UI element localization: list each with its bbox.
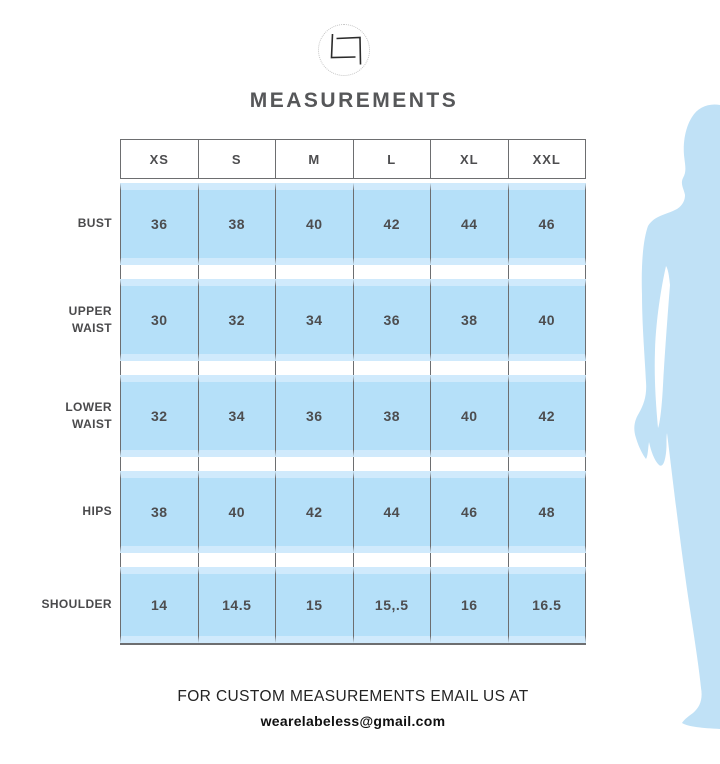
cell-bust-l: 42	[352, 183, 430, 265]
cell-upper-waist-m: 34	[275, 279, 353, 361]
cell-shoulder-xl: 16	[430, 567, 508, 643]
cell-hips-l: 44	[352, 471, 430, 553]
cell-shoulder-xxl: 16.5	[507, 567, 586, 643]
cell-lower-waist-xl: 40	[430, 375, 508, 457]
cell-hips-xs: 38	[120, 471, 198, 553]
cell-shoulder-s: 14.5	[197, 567, 275, 643]
cell-bust-xxl: 46	[507, 183, 586, 265]
cell-lower-waist-l: 38	[352, 375, 430, 457]
column-header-xxl: XXL	[508, 139, 586, 179]
cell-upper-waist-s: 32	[197, 279, 275, 361]
cell-upper-waist-xxl: 40	[507, 279, 586, 361]
page-title: MEASUREMENTS	[249, 89, 459, 112]
row-label-lower-waist: LOWER WAIST	[65, 399, 112, 431]
table-row-shoulder: 14 14.5 15 15,.5 16 16.5	[120, 567, 586, 643]
column-header-xl: XL	[431, 139, 509, 179]
cell-lower-waist-xs: 32	[120, 375, 198, 457]
cell-upper-waist-l: 36	[352, 279, 430, 361]
cell-hips-xxl: 48	[507, 471, 586, 553]
cell-upper-waist-xs: 30	[120, 279, 198, 361]
row-spacer	[120, 553, 586, 567]
row-label-bust: BUST	[77, 216, 112, 231]
brand-logo	[318, 24, 370, 76]
cell-shoulder-l: 15,.5	[352, 567, 430, 643]
row-label-shoulder: SHOULDER	[41, 597, 112, 612]
cell-bust-s: 38	[197, 183, 275, 265]
cell-hips-m: 42	[275, 471, 353, 553]
cell-upper-waist-xl: 38	[430, 279, 508, 361]
row-spacer	[120, 265, 586, 279]
contact-email: wearelabeless@gmail.com	[260, 713, 446, 729]
column-header-xs: XS	[120, 139, 199, 179]
table-row-upper-waist: 30 32 34 36 38 40	[120, 279, 586, 361]
cell-shoulder-xs: 14	[120, 567, 198, 643]
interlocked-l-monogram-icon	[330, 33, 362, 65]
column-header-m: M	[276, 139, 354, 179]
table-header-row: XS S M L XL XXL	[120, 139, 586, 179]
column-header-s: S	[198, 139, 276, 179]
table-row-lower-waist: 32 34 36 38 40 42	[120, 375, 586, 457]
cell-lower-waist-s: 34	[197, 375, 275, 457]
row-label-hips: HIPS	[82, 504, 112, 519]
row-spacer	[120, 361, 586, 375]
cell-shoulder-m: 15	[275, 567, 353, 643]
cell-bust-m: 40	[275, 183, 353, 265]
cell-lower-waist-m: 36	[275, 375, 353, 457]
table-bottom-border	[120, 643, 586, 645]
row-spacer	[120, 457, 586, 471]
cell-lower-waist-xxl: 42	[507, 375, 586, 457]
cell-bust-xl: 44	[430, 183, 508, 265]
table-row-hips: 38 40 42 44 46 48	[120, 471, 586, 553]
custom-measurements-note: FOR CUSTOM MEASUREMENTS EMAIL US AT	[177, 688, 529, 705]
cell-hips-s: 40	[197, 471, 275, 553]
footer: FOR CUSTOM MEASUREMENTS EMAIL US AT wear…	[0, 688, 706, 729]
measurements-table: XS S M L XL XXL 36 38 40 42 44 46 30 32 …	[120, 139, 586, 645]
cell-hips-xl: 46	[430, 471, 508, 553]
row-label-upper-waist: UPPER WAIST	[68, 303, 112, 335]
cell-bust-xs: 36	[120, 183, 198, 265]
table-row-bust: 36 38 40 42 44 46	[120, 183, 586, 265]
column-header-l: L	[353, 139, 431, 179]
